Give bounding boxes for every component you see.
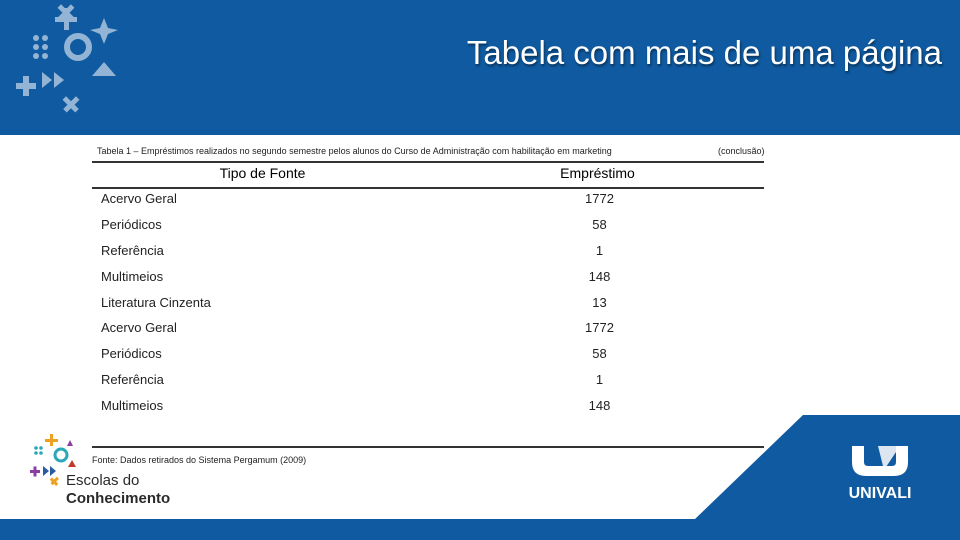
cell-tipo: Periódicos	[101, 346, 162, 362]
cell-emprestimo: 1	[595, 372, 604, 388]
cell-tipo: Acervo Geral	[101, 320, 177, 336]
cell-emprestimo: 1	[595, 242, 604, 258]
cell-emprestimo: 58	[592, 346, 607, 362]
table-row: Acervo Geral 1772	[92, 187, 768, 213]
page-title: Tabela com mais de uma página	[466, 34, 942, 71]
table-source: Fonte: Dados retirados do Sistema Pergam…	[92, 455, 307, 465]
escolas-logo-icon	[30, 434, 76, 486]
header-bar: Tabela com mais de uma página	[0, 0, 960, 135]
cell-emprestimo: 148	[588, 268, 611, 284]
table-header-rule	[92, 187, 764, 189]
cell-emprestimo: 148	[588, 398, 611, 414]
column-header-emprestimo: Empréstimo	[560, 165, 635, 181]
table-row: Referência 1	[92, 368, 768, 394]
logo-text-line2: Conhecimento	[66, 490, 171, 507]
cell-tipo: Multimeios	[101, 268, 164, 284]
table-row: Referência 1	[92, 239, 768, 265]
table-row: Literatura Cinzenta 13	[92, 291, 768, 317]
table-row: Multimeios 148	[92, 265, 768, 291]
cell-tipo: Referência	[101, 372, 164, 388]
logo-text-line1: Escolas do	[66, 472, 140, 489]
cell-tipo: Periódicos	[101, 216, 162, 232]
cell-emprestimo: 1772	[585, 320, 614, 336]
cell-tipo: Multimeios	[101, 398, 164, 414]
cell-tipo: Literatura Cinzenta	[101, 294, 211, 310]
decorative-shapes-icon	[16, 4, 118, 113]
cell-tipo: Acervo Geral	[101, 191, 177, 206]
table-status: (conclusão)	[718, 146, 765, 156]
univali-logo-icon	[852, 446, 908, 476]
table-bottom-rule	[92, 446, 764, 448]
bottom-bar	[0, 519, 960, 540]
univali-brand-text: UNIVALI	[849, 485, 912, 502]
cell-emprestimo: 13	[592, 294, 607, 310]
table-top-rule	[92, 161, 764, 163]
cell-emprestimo: 1772	[585, 191, 614, 206]
table-body: Acervo Geral 1772 Periódicos 58 Referência…	[92, 187, 768, 420]
table-row: Acervo Geral 1772	[92, 316, 768, 342]
table-row: Multimeios 148	[92, 394, 768, 420]
cell-emprestimo: 58	[592, 216, 607, 232]
table-row: Periódicos 58	[92, 342, 768, 368]
column-header-tipo: Tipo de Fonte	[219, 165, 306, 181]
table-caption: Tabela 1 – Empréstimos realizados no seg…	[97, 146, 612, 156]
cell-tipo: Referência	[101, 242, 164, 258]
table-row: Periódicos 58	[92, 213, 768, 239]
